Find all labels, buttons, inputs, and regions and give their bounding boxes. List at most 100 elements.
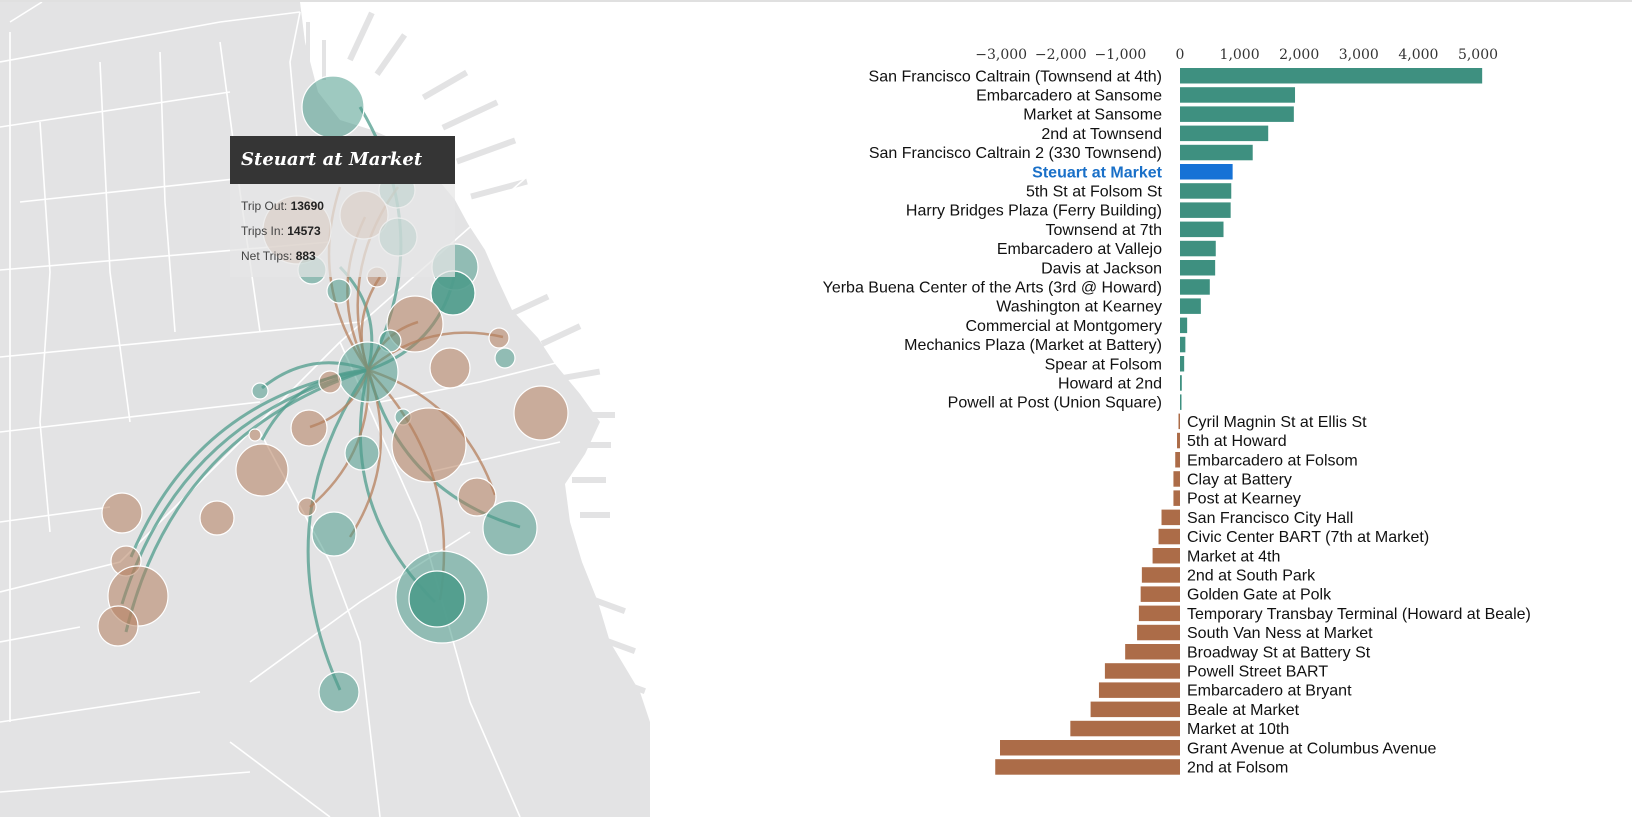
bar-label[interactable]: Civic Center BART (7th at Market) [1187, 529, 1429, 546]
bar-label[interactable]: Post at Kearney [1187, 491, 1301, 508]
bar[interactable] [1178, 413, 1181, 430]
bar[interactable] [1090, 701, 1180, 718]
bar[interactable] [1173, 471, 1180, 487]
station-circle[interactable] [429, 347, 471, 389]
bar-label[interactable]: Embarcadero at Vallejo [997, 241, 1162, 258]
bar[interactable] [1180, 260, 1216, 276]
bar-label[interactable]: 2nd at South Park [1187, 567, 1316, 584]
bar-label[interactable]: Embarcadero at Sansome [976, 87, 1162, 104]
bar[interactable] [1137, 624, 1180, 641]
bar[interactable] [1180, 125, 1269, 142]
station-circle[interactable] [318, 671, 360, 713]
bar-label[interactable]: Temporary Transbay Terminal (Howard at B… [1187, 606, 1531, 623]
station-circle[interactable] [482, 500, 538, 556]
bar-label[interactable]: Davis at Jackson [1041, 260, 1162, 277]
bar-label[interactable]: 2nd at Folsom [1187, 759, 1288, 776]
bar-label[interactable]: Commercial at Montgomery [966, 318, 1163, 335]
station-circle[interactable] [513, 385, 569, 441]
bar[interactable] [1161, 509, 1180, 526]
bar[interactable] [1125, 644, 1180, 660]
station-circle[interactable] [488, 327, 510, 349]
bar-label[interactable]: Cyril Magnin St at Ellis St [1187, 414, 1367, 431]
bar[interactable] [1158, 528, 1180, 545]
bar[interactable] [1177, 432, 1180, 449]
bar-label[interactable]: Broadway St at Battery St [1187, 644, 1371, 661]
bar-label[interactable]: Howard at 2nd [1058, 375, 1162, 392]
bar-label[interactable]: San Francisco Caltrain 2 (330 Townsend) [869, 145, 1162, 162]
bar-label[interactable]: Golden Gate at Polk [1187, 587, 1332, 604]
bar-label[interactable]: Mechanics Plaza (Market at Battery) [904, 337, 1162, 354]
station-layer[interactable] [97, 75, 569, 713]
net-trips-bar-chart[interactable]: −3,000 −2,000 −1,000 0 1,000 2,000 3,000 4,000 5… [820, 40, 1630, 815]
bar[interactable] [1152, 548, 1180, 564]
bar-layer[interactable] [995, 68, 1483, 775]
bar-label[interactable]: Market at 4th [1187, 548, 1280, 565]
bar[interactable] [1098, 682, 1180, 698]
station-circle[interactable] [301, 75, 365, 139]
bar[interactable] [1175, 452, 1180, 468]
bar-label[interactable]: Powell at Post (Union Square) [948, 395, 1162, 412]
station-circle[interactable] [199, 500, 235, 536]
bar[interactable] [1000, 740, 1180, 756]
bar-label[interactable]: 5th at Howard [1187, 433, 1287, 450]
bar[interactable] [1180, 336, 1186, 353]
bar[interactable] [1173, 490, 1180, 506]
station-circle[interactable] [101, 492, 143, 534]
bar-label[interactable]: Harry Bridges Plaza (Ferry Building) [906, 203, 1162, 220]
bar-label[interactable]: Clay at Battery [1187, 471, 1292, 488]
station-circle[interactable] [97, 605, 139, 647]
bar-label[interactable]: Steuart at Market [1032, 164, 1162, 181]
map-svg[interactable] [0, 2, 650, 817]
station-circle[interactable] [337, 341, 399, 403]
bar-label[interactable]: Embarcadero at Folsom [1187, 452, 1358, 469]
station-circle[interactable] [326, 278, 352, 304]
station-circle[interactable] [248, 428, 262, 442]
bar[interactable] [1180, 356, 1185, 372]
bar[interactable] [1180, 202, 1231, 218]
bar[interactable] [1180, 87, 1296, 103]
bar-label[interactable]: San Francisco City Hall [1187, 510, 1353, 527]
bar[interactable] [1140, 586, 1180, 602]
bar[interactable] [1180, 106, 1294, 122]
station-flow-map[interactable]: Steuart at Market Trip Out: 13690 Trips … [0, 2, 650, 817]
station-circle[interactable] [391, 407, 467, 483]
bar[interactable] [1180, 298, 1201, 314]
bar-label[interactable]: Market at 10th [1187, 721, 1289, 738]
bar[interactable] [1141, 567, 1180, 583]
station-circle[interactable] [290, 409, 328, 447]
station-circle[interactable] [318, 370, 342, 394]
bar-label[interactable]: Powell Street BART [1187, 663, 1328, 680]
station-circle[interactable] [297, 497, 317, 517]
bar[interactable] [1180, 144, 1253, 161]
station-circle[interactable] [494, 347, 516, 369]
station-circle[interactable] [251, 382, 269, 400]
bar-highlighted[interactable] [1180, 164, 1233, 180]
bar[interactable] [1180, 279, 1210, 295]
station-circle[interactable] [344, 435, 380, 471]
bar-label[interactable]: Beale at Market [1187, 702, 1300, 719]
bar-label[interactable]: 2nd at Townsend [1041, 126, 1162, 143]
bar[interactable] [1180, 317, 1188, 334]
bar-label[interactable]: Washington at Kearney [996, 299, 1162, 316]
bar-label[interactable]: Market at Sansome [1023, 107, 1162, 124]
bar-label[interactable]: San Francisco Caltrain (Townsend at 4th) [869, 68, 1162, 85]
bar-label[interactable]: 5th St at Folsom St [1026, 183, 1163, 200]
bar[interactable] [1180, 240, 1216, 257]
station-circle[interactable] [457, 477, 497, 517]
bar[interactable] [1104, 663, 1180, 679]
bar-label[interactable]: Embarcadero at Bryant [1187, 683, 1352, 700]
bar[interactable] [1138, 605, 1180, 622]
bar-label[interactable]: South Van Ness at Market [1187, 625, 1373, 642]
bar[interactable] [1070, 720, 1180, 737]
bar-label[interactable]: Townsend at 7th [1045, 222, 1162, 239]
bar-label[interactable]: Grant Avenue at Columbus Avenue [1187, 740, 1436, 757]
bar[interactable] [1180, 68, 1483, 84]
bar-label[interactable]: Spear at Folsom [1045, 356, 1162, 373]
bar[interactable] [1180, 394, 1182, 410]
station-circle[interactable] [235, 443, 289, 497]
bar[interactable] [1180, 375, 1182, 391]
bar-label[interactable]: Yerba Buena Center of the Arts (3rd @ Ho… [823, 279, 1162, 296]
bar[interactable] [995, 759, 1180, 775]
station-circle[interactable] [311, 511, 357, 557]
station-circle[interactable] [408, 570, 466, 628]
